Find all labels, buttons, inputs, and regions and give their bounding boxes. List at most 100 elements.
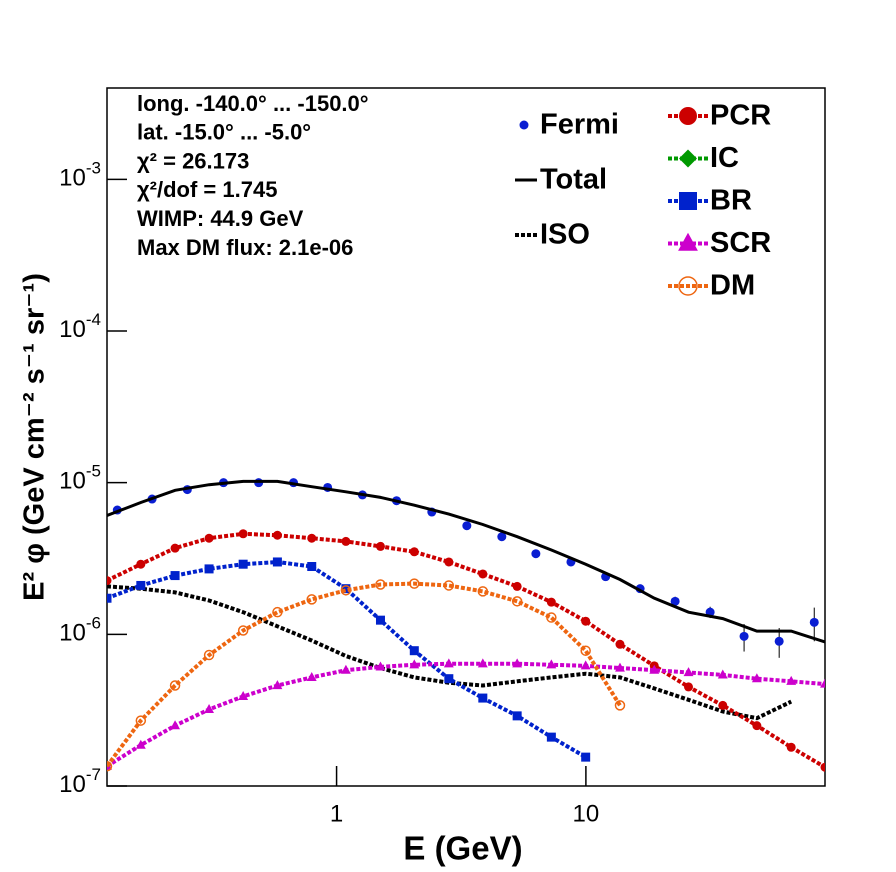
marker bbox=[340, 585, 352, 596]
legend-entry: Total bbox=[515, 164, 607, 196]
marker bbox=[519, 120, 529, 130]
marker bbox=[375, 615, 385, 625]
marker bbox=[546, 659, 557, 669]
x-tick-label: 1 bbox=[330, 800, 343, 827]
marker bbox=[340, 664, 351, 674]
marker bbox=[409, 578, 420, 589]
marker bbox=[238, 559, 248, 569]
marker bbox=[107, 593, 112, 603]
marker bbox=[477, 586, 489, 597]
marker bbox=[443, 580, 455, 591]
marker bbox=[511, 596, 523, 607]
annotation: WIMP: 44.9 GeV bbox=[137, 206, 304, 231]
marker bbox=[306, 672, 317, 682]
marker bbox=[444, 674, 454, 684]
marker bbox=[678, 276, 698, 296]
marker bbox=[820, 678, 825, 688]
marker bbox=[739, 631, 749, 641]
annotation: lat. -15.0° ... -5.0° bbox=[137, 120, 311, 145]
marker bbox=[375, 541, 385, 551]
marker bbox=[307, 562, 317, 572]
marker bbox=[477, 658, 488, 668]
marker bbox=[306, 594, 317, 605]
series-line bbox=[107, 479, 825, 644]
marker bbox=[204, 533, 214, 543]
marker bbox=[409, 659, 420, 669]
legend-label: PCR bbox=[710, 100, 771, 132]
legend-label: IC bbox=[710, 142, 739, 174]
marker bbox=[409, 646, 419, 656]
marker bbox=[443, 658, 454, 668]
x-tick-label: 10 bbox=[573, 800, 600, 827]
marker bbox=[135, 739, 146, 749]
marker bbox=[809, 617, 819, 627]
y-tick-label: 10-5 bbox=[59, 462, 101, 495]
marker bbox=[272, 557, 282, 567]
annotation: χ²/dof = 1.745 bbox=[137, 177, 277, 202]
marker bbox=[546, 732, 556, 742]
marker bbox=[107, 760, 113, 772]
legend-entry: PCR bbox=[668, 100, 771, 132]
marker bbox=[107, 576, 112, 586]
marker bbox=[272, 606, 283, 618]
y-tick-label: 10-7 bbox=[59, 765, 101, 798]
marker bbox=[204, 564, 214, 574]
y-tick-label: 10-4 bbox=[59, 310, 101, 343]
marker bbox=[462, 521, 472, 531]
marker bbox=[170, 720, 181, 730]
marker bbox=[341, 584, 351, 594]
legend-label: DM bbox=[710, 270, 755, 302]
marker bbox=[615, 639, 625, 649]
marker bbox=[409, 547, 419, 557]
legend-entry: Fermi bbox=[519, 109, 619, 141]
marker bbox=[615, 662, 625, 672]
marker bbox=[136, 580, 146, 590]
marker bbox=[679, 107, 697, 125]
marker bbox=[581, 616, 591, 626]
marker bbox=[512, 658, 523, 668]
marker bbox=[649, 664, 660, 674]
marker bbox=[580, 645, 591, 656]
series-line bbox=[107, 581, 622, 768]
legend-label: BR bbox=[710, 185, 752, 217]
marker bbox=[683, 667, 694, 677]
marker bbox=[774, 636, 784, 646]
legend-entry: IC bbox=[668, 142, 739, 174]
marker bbox=[751, 673, 762, 683]
marker bbox=[169, 680, 181, 691]
x-axis-title: E (GeV) bbox=[403, 830, 522, 867]
series-line bbox=[107, 661, 825, 768]
marker bbox=[170, 543, 180, 553]
legend-label: Total bbox=[540, 164, 607, 196]
marker bbox=[717, 669, 728, 679]
y-axis-title: E² φ (GeV cm⁻² s⁻¹ sr⁻¹) bbox=[19, 273, 51, 601]
marker bbox=[679, 192, 697, 210]
legend-entry: BR bbox=[668, 185, 752, 217]
marker bbox=[752, 721, 762, 731]
legend-entry: SCR bbox=[668, 227, 771, 259]
marker bbox=[581, 752, 591, 762]
marker bbox=[614, 700, 626, 711]
marker bbox=[684, 682, 694, 692]
marker bbox=[786, 675, 797, 685]
legend-entry: ISO bbox=[515, 219, 590, 251]
marker bbox=[375, 661, 386, 671]
marker bbox=[237, 625, 249, 636]
marker bbox=[531, 549, 541, 559]
marker bbox=[679, 149, 697, 168]
y-tick-label: 10-6 bbox=[59, 614, 101, 647]
marker bbox=[203, 649, 215, 661]
marker bbox=[272, 530, 282, 540]
marker bbox=[136, 559, 146, 569]
marker bbox=[170, 571, 180, 581]
marker bbox=[512, 711, 522, 721]
marker bbox=[670, 596, 680, 606]
legend-label: ISO bbox=[540, 219, 590, 251]
series-line bbox=[107, 531, 825, 769]
marker bbox=[546, 612, 557, 623]
marker bbox=[678, 232, 698, 251]
marker bbox=[820, 762, 825, 772]
marker bbox=[478, 569, 488, 579]
